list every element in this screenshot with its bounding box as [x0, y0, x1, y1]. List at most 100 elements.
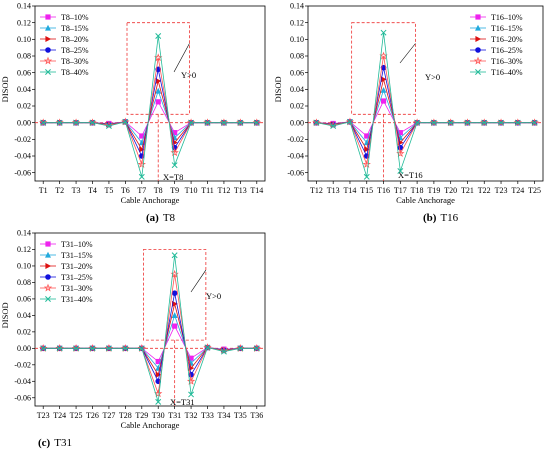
data-point: [480, 118, 489, 127]
x-tick-label: T35: [234, 411, 247, 420]
legend-marker: [475, 47, 481, 53]
y-tick-label: 0.04: [290, 85, 304, 94]
x-tick-label: T32: [185, 411, 198, 420]
highlight-box: [351, 22, 416, 115]
data-point: [155, 33, 162, 39]
y-tick-label: 0.12: [290, 18, 304, 27]
legend-item: T16–20%: [470, 35, 523, 44]
series-line: [43, 35, 257, 177]
data-point: [380, 29, 387, 36]
y-tick-label: 0.14: [17, 2, 31, 11]
x-tick-label: T11: [201, 186, 214, 195]
data-point: [253, 119, 260, 126]
data-point: [412, 118, 422, 127]
x-tick-label: T25: [70, 411, 83, 420]
legend-label: T8–40%: [61, 68, 89, 77]
series-line: [43, 293, 257, 383]
data-point: [104, 343, 114, 352]
data-point: [105, 345, 112, 352]
data-point: [155, 78, 162, 84]
y-tick-label: -0.04: [14, 377, 31, 386]
x-tick-label: T33: [201, 411, 214, 420]
x-tick-label: T12: [310, 186, 323, 195]
y-tick-label: -0.02: [14, 361, 31, 370]
highlight-box: [143, 249, 207, 341]
annotation-x: X=T8: [163, 172, 183, 182]
x-tick-label: T23: [37, 411, 50, 420]
data-point: [414, 119, 421, 126]
data-point: [236, 343, 245, 352]
data-point: [530, 118, 539, 127]
x-tick-label: T14: [344, 186, 357, 195]
legend-item: T16–40%: [470, 68, 523, 77]
legend-item: T8–10%: [40, 13, 89, 22]
legend: T31–10% T31–15% T31–20% T31–25% T31–30% T31–4…: [40, 240, 93, 304]
data-point: [154, 389, 163, 398]
series-40: [313, 29, 538, 180]
y-tick-label: -0.02: [287, 135, 304, 144]
legend-marker: [475, 24, 481, 31]
legend-label: T31–40%: [61, 295, 93, 304]
series-line: [316, 100, 535, 137]
data-point: [380, 76, 387, 83]
x-axis-label: Cable Anchorage: [121, 195, 180, 205]
data-point: [55, 118, 64, 127]
legend-item: T16–15%: [470, 24, 523, 33]
x-tick-label: T14: [250, 186, 263, 195]
data-point: [71, 343, 81, 352]
data-point: [172, 323, 178, 329]
data-point: [138, 173, 145, 180]
data-point: [172, 300, 178, 307]
data-point: [186, 118, 196, 127]
data-point: [252, 343, 261, 352]
x-tick-label: T29: [135, 411, 148, 420]
data-point: [362, 159, 371, 168]
y-tick-label: 0.06: [17, 295, 31, 304]
legend-item: T31–30%: [40, 283, 93, 293]
legend-item: T31–40%: [40, 295, 93, 304]
y-tick-label: 0.12: [17, 245, 31, 254]
data-point: [364, 146, 370, 153]
x-tick-label: T36: [250, 411, 263, 420]
x-tick-label: T26: [86, 411, 99, 420]
x-tick-label: T2: [55, 186, 64, 195]
data-point: [155, 371, 162, 378]
legend-item: T8–25%: [40, 46, 89, 55]
data-point: [363, 173, 370, 180]
caption-text: T31: [54, 437, 72, 449]
series-15: [313, 86, 538, 146]
data-point: [73, 345, 80, 352]
data-point: [73, 119, 80, 126]
x-tick-label: T19: [427, 186, 440, 195]
legend-item: T16–25%: [470, 46, 523, 55]
legend-item: T31–20%: [40, 262, 93, 271]
x-tick-label: T24: [53, 411, 66, 420]
legend-item: T16–10%: [470, 13, 523, 22]
legend-label: T8–30%: [61, 57, 89, 66]
data-point: [39, 343, 48, 352]
data-point: [155, 87, 162, 94]
y-tick-label: 0.08: [290, 52, 304, 61]
data-point: [121, 343, 130, 352]
series-line: [316, 88, 535, 144]
legend-label: T31–30%: [61, 284, 93, 293]
legend-marker: [45, 296, 51, 302]
data-point: [252, 118, 261, 127]
x-tick-label: T12: [217, 186, 230, 195]
series-40: [40, 33, 260, 180]
legend-marker: [45, 251, 51, 258]
legend-item: T31–15%: [40, 251, 93, 260]
legend-label: T31–25%: [61, 273, 93, 282]
data-point: [170, 148, 179, 157]
data-point: [105, 123, 112, 129]
data-point: [203, 118, 212, 127]
data-point: [531, 119, 538, 126]
x-tick-label: T16: [377, 186, 390, 195]
x-tick-label: T24: [511, 186, 524, 195]
legend-marker: [45, 241, 51, 247]
data-point: [496, 118, 506, 127]
data-point: [219, 118, 229, 127]
highlight-box: [126, 22, 190, 115]
x-tick-label: T13: [234, 186, 247, 195]
data-point: [89, 119, 96, 126]
